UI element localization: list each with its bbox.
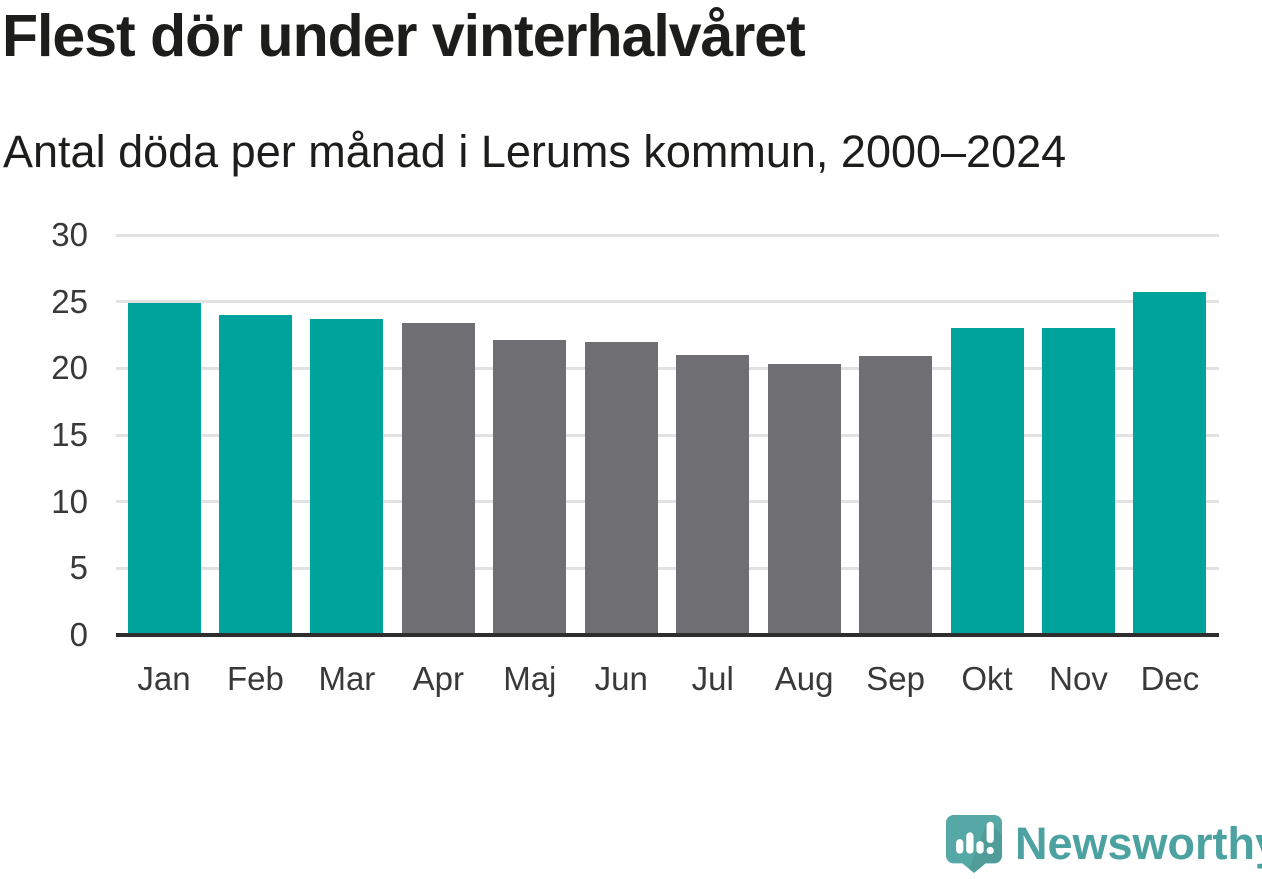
bar-nov — [1042, 328, 1115, 635]
y-tick-0: 0 — [69, 616, 88, 653]
newsworthy-logo: Newsworthy — [945, 813, 1262, 875]
gridline-25 — [116, 300, 1219, 304]
mini-bar-1 — [956, 839, 964, 854]
x-tick-jul: Jul — [691, 660, 734, 697]
y-tick-25: 25 — [51, 282, 88, 320]
y-tick-20: 20 — [51, 349, 88, 387]
bar-jun — [584, 341, 658, 635]
x-axis-line — [116, 633, 1219, 637]
y-tick-10: 10 — [51, 482, 88, 520]
newsworthy-speech-bubble-icon — [945, 815, 1003, 873]
x-tick-dec: Dec — [1140, 660, 1200, 697]
x-tick-jun: Jun — [594, 660, 648, 697]
x-tick-sep: Sep — [866, 660, 925, 697]
x-tick-apr: Apr — [412, 660, 465, 697]
exclamation-dot — [986, 846, 994, 855]
gridline-15 — [116, 433, 1219, 437]
y-tick-30: 30 — [51, 216, 88, 253]
newsworthy-wordmark: Newsworthy — [1015, 818, 1262, 869]
gridline-10 — [116, 500, 1219, 504]
chart-title: Flest dör under vinterhalvåret — [2, 3, 806, 69]
mini-bar-2 — [966, 832, 974, 854]
y-tick-15: 15 — [51, 416, 88, 453]
bar-maj — [493, 340, 567, 635]
exclamation-bar — [986, 821, 994, 844]
bar-mar — [310, 319, 384, 635]
x-tick-maj: Maj — [503, 660, 557, 697]
x-tick-aug: Aug — [774, 660, 834, 697]
bar-sep — [859, 356, 933, 635]
x-tick-nov: Nov — [1049, 660, 1108, 697]
x-tick-mar: Mar — [318, 660, 376, 697]
chart-subtitle: Antal döda per månad i Lerums kommun, 20… — [3, 126, 1067, 177]
x-tick-jan: Jan — [137, 660, 191, 697]
gridline-30 — [116, 233, 1219, 237]
x-tick-feb: Feb — [227, 660, 284, 697]
gridline-5 — [116, 566, 1219, 570]
bar-okt — [950, 328, 1024, 635]
mini-bar-3 — [976, 841, 984, 854]
gridline-20 — [116, 366, 1219, 370]
y-tick-5: 5 — [69, 549, 88, 587]
bar-aug — [767, 364, 841, 635]
bar-jan — [127, 303, 201, 635]
bar-dec — [1133, 292, 1207, 635]
bar-jul — [676, 355, 750, 635]
bar-apr — [401, 323, 475, 635]
bar-feb — [218, 315, 292, 635]
x-tick-okt: Okt — [961, 660, 1013, 697]
